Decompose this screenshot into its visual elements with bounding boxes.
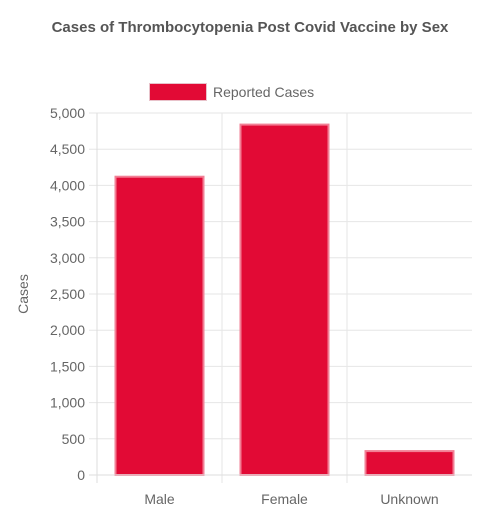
legend[interactable]: Reported Cases <box>149 82 314 102</box>
y-axis-title: Cases <box>15 274 31 314</box>
bars <box>114 123 455 477</box>
x-tick-label: Female <box>261 491 308 507</box>
y-tick-label: 4,000 <box>50 177 85 193</box>
axes <box>89 113 472 483</box>
y-tick-label: 2,000 <box>50 322 85 338</box>
legend-swatch <box>149 83 207 101</box>
bar-female[interactable] <box>239 123 330 476</box>
bar-unknown[interactable] <box>364 450 455 477</box>
y-tick-label: 4,500 <box>50 141 85 157</box>
chart-title: Cases of Thrombocytopenia Post Covid Vac… <box>51 19 449 36</box>
y-tick-label: 1,500 <box>50 358 85 374</box>
y-tick-label: 500 <box>62 431 86 447</box>
y-tick-label: 3,500 <box>50 214 85 230</box>
y-tick-label: 3,000 <box>50 250 85 266</box>
x-tick-label: Unknown <box>380 491 438 507</box>
y-tick-label: 2,500 <box>50 286 85 302</box>
tick-labels: 0 500 1,000 1,500 2,000 2,500 3,000 3,500 4,000 4… <box>50 105 439 507</box>
legend-label-reported-cases: Reported Cases <box>213 84 315 100</box>
bar-male[interactable] <box>114 175 205 476</box>
x-tick-label: Male <box>144 491 175 507</box>
y-tick-label: 0 <box>77 467 85 483</box>
y-tick-label: 1,000 <box>50 395 85 411</box>
y-tick-label: 5,000 <box>50 105 85 121</box>
